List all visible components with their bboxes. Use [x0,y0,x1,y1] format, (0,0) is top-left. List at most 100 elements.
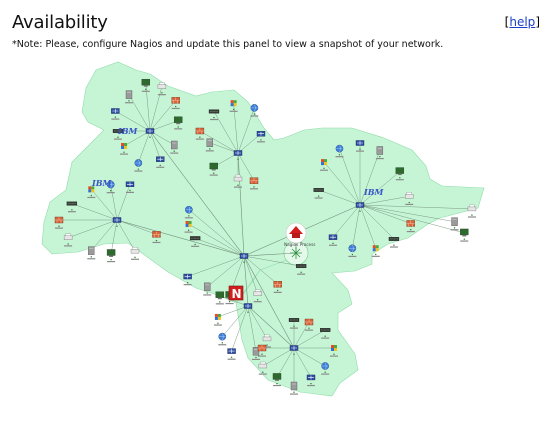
help-link[interactable]: help [509,15,536,29]
globe-icon[interactable] [218,332,227,344]
workstation-icon[interactable] [395,167,405,179]
nagios-process-node[interactable]: Nagios Process [284,222,315,247]
printer-icon[interactable] [467,204,477,216]
server-icon[interactable] [204,282,211,294]
switch-icon[interactable] [313,188,324,197]
switch-icon[interactable] [112,129,124,138]
printer-icon[interactable] [130,247,140,259]
network-link [149,130,245,257]
windows-icon[interactable] [230,100,237,111]
router-icon[interactable] [355,202,365,212]
switch-icon[interactable] [295,264,307,273]
globe-icon[interactable] [250,104,259,115]
router-icon[interactable] [256,131,266,141]
switch-icon[interactable] [320,328,331,337]
firewall-icon[interactable] [54,216,64,227]
server-icon[interactable] [206,138,214,150]
host-label-mark [307,384,315,387]
firewall-icon[interactable] [304,318,314,329]
server-icon[interactable] [290,381,298,393]
host-label-mark [156,166,165,168]
router-icon[interactable] [328,234,338,245]
firewall-icon[interactable] [406,220,415,231]
network-link [359,204,376,249]
host-label-mark [314,197,323,199]
printer-icon[interactable] [253,289,262,301]
switch-icon[interactable] [189,236,201,246]
firewall-icon[interactable] [195,127,205,138]
windows-icon[interactable] [321,159,328,170]
router-icon[interactable] [183,273,192,284]
router-icon[interactable] [306,374,316,385]
host-label-mark [225,302,234,305]
workstation-icon[interactable] [106,249,116,261]
router-icon[interactable] [145,128,155,138]
network-map-canvas[interactable]: Nagios Process IBM IBM IBM N [0,58,550,423]
network-link [149,130,161,160]
host-label-mark [209,174,218,176]
printer-icon[interactable] [262,334,272,346]
network-link [243,255,258,294]
globe-icon[interactable] [106,180,115,192]
windows-icon[interactable] [88,186,95,197]
router-icon[interactable] [233,150,243,160]
router-icon[interactable] [289,345,299,355]
server-icon[interactable] [88,246,95,258]
server-icon[interactable] [252,347,260,359]
printer-icon[interactable] [157,82,167,94]
firewall-icon[interactable] [257,344,267,355]
router-icon[interactable] [243,303,253,313]
workstation-icon[interactable] [215,291,225,303]
nagios-host-icon [228,285,244,301]
host-label-mark [273,291,282,293]
workstation-icon[interactable] [173,116,183,128]
workstation-icon[interactable] [460,228,469,240]
core-switch-icon[interactable] [290,247,302,259]
firewall-icon[interactable] [171,97,180,108]
windows-icon[interactable] [121,143,128,153]
network-status-map[interactable]: Nagios Process IBM IBM IBM N [0,58,550,423]
globe-icon[interactable] [185,205,193,217]
windows-icon[interactable] [214,313,221,324]
printer-icon[interactable] [405,192,414,204]
router-icon[interactable] [112,217,122,227]
printer-icon[interactable] [258,361,268,373]
server-icon[interactable] [451,217,458,229]
printer-icon[interactable] [233,174,243,186]
network-link [359,196,410,206]
switch-icon[interactable] [66,201,78,211]
windows-icon[interactable] [331,345,337,355]
workstation-icon[interactable] [272,373,282,385]
nagios-host-node[interactable]: N [228,285,244,301]
switch-icon[interactable] [288,318,300,327]
switch-icon[interactable] [208,109,220,119]
workstation-icon[interactable] [209,162,218,174]
firewall-icon[interactable] [273,281,282,292]
router-icon[interactable] [111,108,120,118]
server-icon[interactable] [125,90,133,102]
host-label-mark [67,211,76,213]
globe-icon[interactable] [335,144,344,156]
network-link [128,94,151,132]
windows-icon[interactable] [372,245,379,256]
server-icon[interactable] [376,146,384,158]
globe-icon[interactable] [321,362,329,373]
router-icon[interactable] [355,140,365,150]
server-icon[interactable] [171,140,178,152]
nagios-logo-shape [289,226,303,234]
firewall-icon[interactable] [152,231,161,242]
globe-icon[interactable] [348,244,357,256]
router-icon[interactable] [239,253,249,263]
host-label-mark [321,337,330,339]
router-icon[interactable] [156,156,165,167]
router-icon[interactable] [227,348,236,359]
host-label-mark [375,157,384,160]
printer-icon[interactable] [63,233,73,245]
windows-icon[interactable] [185,221,192,231]
workstation-icon[interactable] [141,78,151,91]
globe-icon[interactable] [134,159,143,170]
firewall-icon[interactable] [249,177,259,188]
switch-icon[interactable] [388,236,400,246]
network-link [237,133,262,154]
router-icon[interactable] [125,181,135,192]
